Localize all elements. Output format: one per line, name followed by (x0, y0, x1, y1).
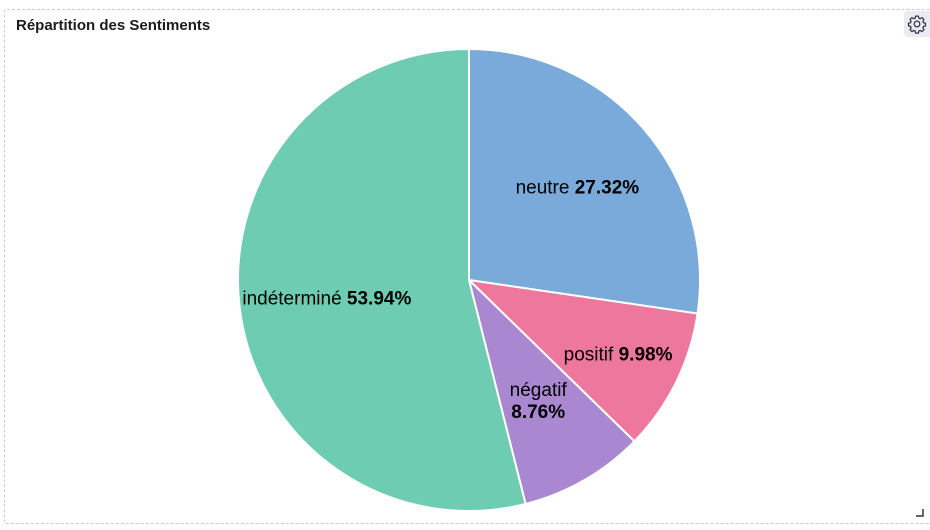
resize-corner-icon[interactable] (916, 509, 924, 517)
pie-slice-2[interactable] (467, 276, 636, 506)
slice-value-0: 27.32% (575, 177, 640, 198)
slice-name-3: indéterminé (242, 289, 347, 310)
slice-name-1: positif (564, 345, 619, 366)
slice-value-3: 53.94% (347, 289, 412, 310)
slice-name-2: négatif (510, 380, 568, 401)
slice-label-0: neutre 27.32% (516, 177, 640, 198)
gear-icon (907, 15, 927, 34)
slice-name-0: neutre (516, 177, 575, 198)
slice-label-1: positif 9.98% (564, 345, 673, 366)
pie-slice-0[interactable] (468, 47, 701, 315)
panel-settings-button[interactable] (904, 11, 930, 37)
slice-label-2: négatif 8.76% (510, 380, 568, 423)
pie-slice-1[interactable] (466, 278, 699, 443)
slice-label-3: indéterminé 53.94% (242, 289, 411, 310)
panel-title: Répartition des Sentiments (16, 17, 211, 34)
slice-value-2: 8.76% (511, 402, 565, 423)
pie-slice-3[interactable] (237, 47, 527, 512)
slice-value-1: 9.98% (619, 345, 673, 366)
